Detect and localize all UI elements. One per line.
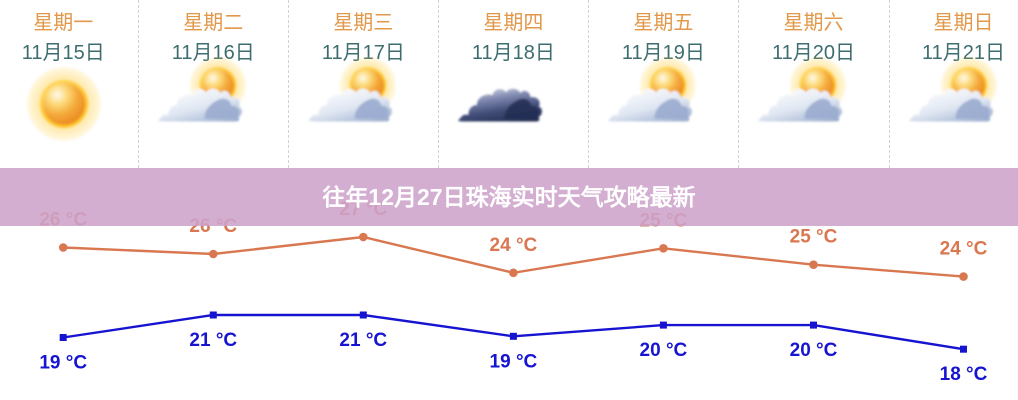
svg-text:24 °C: 24 °C [490, 235, 538, 256]
svg-text:20 °C: 20 °C [640, 340, 688, 361]
svg-text:24 °C: 24 °C [940, 239, 988, 260]
svg-text:18 °C: 18 °C [940, 364, 988, 385]
svg-text:21 °C: 21 °C [189, 330, 237, 351]
svg-text:25 °C: 25 °C [790, 227, 838, 248]
svg-text:21 °C: 21 °C [339, 330, 387, 351]
svg-text:19 °C: 19 °C [39, 353, 87, 374]
svg-text:19 °C: 19 °C [490, 351, 538, 372]
svg-text:20 °C: 20 °C [790, 340, 838, 361]
